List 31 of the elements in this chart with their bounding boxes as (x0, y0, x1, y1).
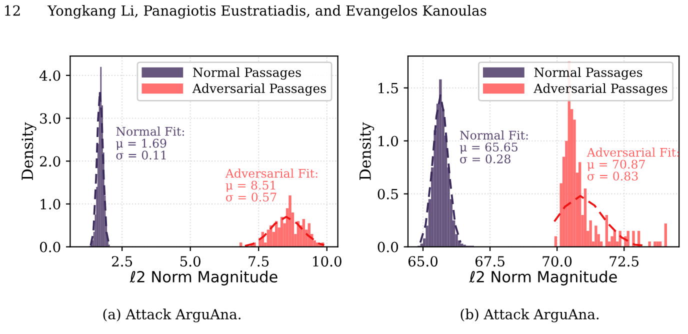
x-tick-label: 70.0 (542, 256, 572, 267)
y-tick-label: 4.0 (39, 70, 60, 81)
legend-label: Adversarial Passages (192, 83, 326, 96)
x-tick-label: 72.5 (610, 256, 638, 267)
text: 12 Yongkang Li, Panagiotis Eustratiadis, and Evangelos Kanoulas (5, 5, 486, 19)
legend-label: Normal Passages (534, 67, 642, 80)
y-axis-title: Density (22, 122, 36, 180)
y-tick-label: 0.0 (40, 242, 60, 252)
x-tick-label: 5.0 (180, 256, 200, 267)
y-tick-label: 1.0 (40, 198, 60, 210)
y-tick-label: 0.0 (378, 242, 398, 252)
x-tick-label: 2.5 (112, 256, 132, 267)
x-tick-label: 7.5 (248, 256, 269, 267)
x-tick-label: 67.5 (475, 256, 504, 267)
x-axis-title: ℓ2 Norm Magnitude (130, 270, 278, 286)
annotation: Normal Fit: μ = 1.69 σ = 0.11 (116, 126, 184, 160)
x-tick-label: 65.0 (408, 256, 438, 267)
x-tick-label: 10.0 (313, 256, 342, 267)
y-tick-label: 2.0 (40, 156, 60, 167)
x-axis-title: ℓ2 Norm Magnitude (469, 270, 617, 286)
y-axis-title: Density (359, 122, 374, 180)
y-tick-label: 3.0 (40, 113, 60, 124)
legend-label: Adversarial Passages (534, 83, 668, 96)
text: (b) Attack ArguAna. (460, 308, 599, 322)
y-tick-label: 0.5 (378, 188, 398, 200)
annotation: Normal Fit: μ = 65.65 σ = 0.28 (460, 130, 528, 164)
text: (a) Attack ArguAna. (103, 308, 240, 322)
y-tick-label: 1.0 (378, 136, 398, 146)
y-tick-label: 1.5 (378, 82, 398, 94)
legend-label: Normal Passages (193, 67, 301, 80)
annotation: Adversarial Fit: μ = 8.51 σ = 0.57 (225, 168, 318, 202)
